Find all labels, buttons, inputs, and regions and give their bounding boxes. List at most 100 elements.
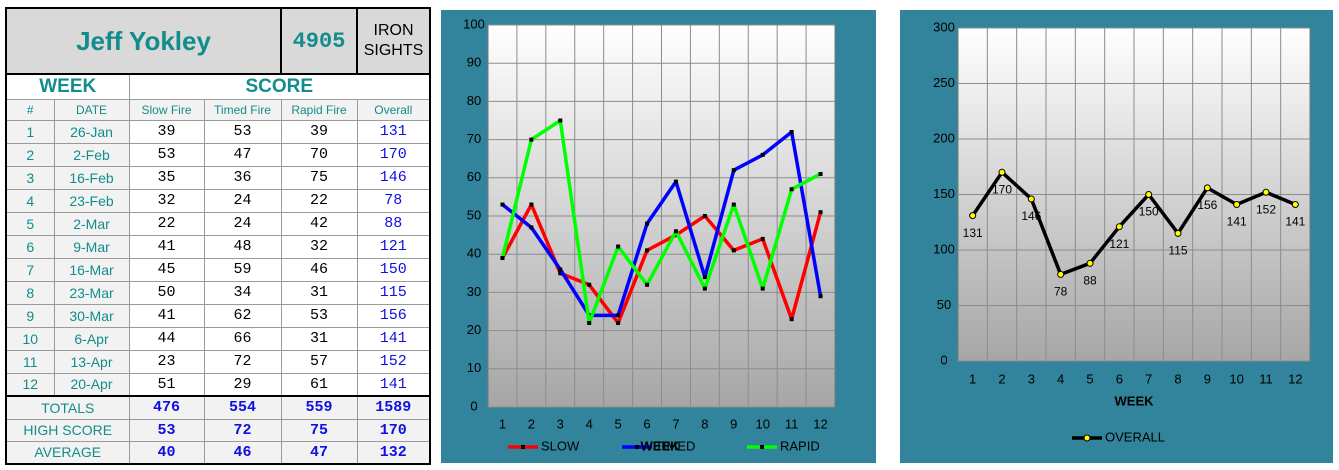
y-tick-label: 10 [467,360,481,375]
table-row: 8 23-Mar 50 34 31 115 [5,280,431,305]
table-cell: 7 [5,257,55,282]
x-tick-label: 6 [1116,371,1123,386]
table-cell: 24 [203,211,282,236]
point-marker [1145,191,1153,198]
table-row: WEEK SCORE [5,73,431,100]
point-marker [616,313,621,318]
x-tick-label: 5 [1086,371,1093,386]
table-cell: WEEK [5,73,130,100]
x-tick-label: 6 [643,416,650,431]
y-tick-label: 100 [933,241,955,256]
point-marker [500,256,505,261]
table-cell: 72 [203,418,282,442]
x-tick-label: 9 [730,416,737,431]
point-marker [529,137,534,142]
point-marker [645,221,650,226]
x-axis-label: WEEK [1115,393,1155,408]
table-cell: 150 [356,257,431,282]
data-label: 141 [1285,215,1305,229]
table-cell: 41 [128,234,205,259]
table-cell: 16-Feb [53,165,130,190]
x-tick-label: 12 [1288,371,1302,386]
table-row: 3 16-Feb 35 36 75 146 [5,165,431,190]
table-cell: 8 [5,280,55,305]
x-tick-label: 11 [1259,371,1273,386]
x-tick-label: 3 [1028,371,1035,386]
point-marker [760,286,765,291]
x-tick-label: 7 [1145,371,1152,386]
table-cell: 35 [128,165,205,190]
point-marker [529,225,534,230]
table-cell: Slow Fire [128,98,205,121]
x-axis-label: WEEK [641,438,681,453]
x-tick-label: 8 [701,416,708,431]
point-marker [702,214,707,218]
table-cell: 47 [280,440,358,465]
table-cell: 146 [356,165,431,190]
table-cell: 11 [5,349,55,374]
series-line [501,130,823,318]
legend-label: TIMED [655,438,695,453]
table-cell: 3 [5,165,55,190]
data-label: 78 [1054,285,1068,299]
point-marker [1057,270,1065,278]
x-tick-label: 2 [528,416,535,431]
point-marker [587,282,592,287]
table-cell: 121 [356,234,431,259]
y-tick-label: 250 [933,75,955,90]
table-cell: 476 [128,395,205,420]
table-cell: 24 [203,188,282,213]
data-label: 115 [1168,244,1187,258]
point-marker [1027,195,1035,203]
data-label: 150 [1139,205,1159,219]
point-marker [702,275,707,280]
point-marker [558,267,563,272]
table-cell: AVERAGE [5,440,130,465]
legend-marker [521,445,525,449]
legend-label: SLOW [541,438,580,453]
y-tick-label: 40 [467,246,481,261]
table-cell: 70 [280,142,358,167]
data-label: 131 [963,226,983,240]
x-tick-label: 11 [785,416,799,431]
x-tick-label: 2 [998,371,1005,386]
point-marker [529,202,534,207]
y-tick-label: 30 [467,284,481,299]
table-cell: 10 [5,326,55,351]
table-cell: 72 [203,349,282,374]
point-marker [789,129,794,134]
table-row: 9 30-Mar 41 62 53 156 [5,303,431,328]
point-marker [818,171,823,176]
table-cell: 152 [356,349,431,374]
table-cell: 62 [203,303,282,328]
table-cell: 13-Apr [53,349,130,374]
table-cell: 2-Mar [53,211,130,236]
x-tick-label: 1 [499,416,506,431]
table-cell: 16-Mar [53,257,130,282]
table-cell: 156 [356,303,431,328]
table-cell: 1 [5,119,55,144]
point-marker [969,212,977,220]
table-cell: 75 [280,418,358,442]
table-cell: 4905 [280,7,359,75]
point-marker [760,152,765,157]
series-line [500,118,822,325]
data-label: 121 [1109,237,1129,251]
table-cell: 29 [203,372,282,397]
data-label: 170 [992,182,1012,196]
table-cell: 9-Mar [53,234,130,259]
series-line [971,170,1297,277]
table-cell: 57 [280,349,358,374]
x-tick-label: 3 [557,416,564,431]
y-tick-label: 80 [467,93,481,108]
point-marker [673,229,678,234]
table-row: 12 20-Apr 51 29 61 141 [5,372,431,397]
table-cell: IRON SIGHTS [356,7,431,75]
point-marker [645,282,650,287]
data-label: 156 [1197,198,1217,212]
y-tick-label: 150 [933,186,955,201]
table-cell: 9 [5,303,55,328]
legend-marker [635,445,639,449]
table-cell: 51 [128,372,205,397]
table-row: 11 13-Apr 23 72 57 152 [5,349,431,374]
